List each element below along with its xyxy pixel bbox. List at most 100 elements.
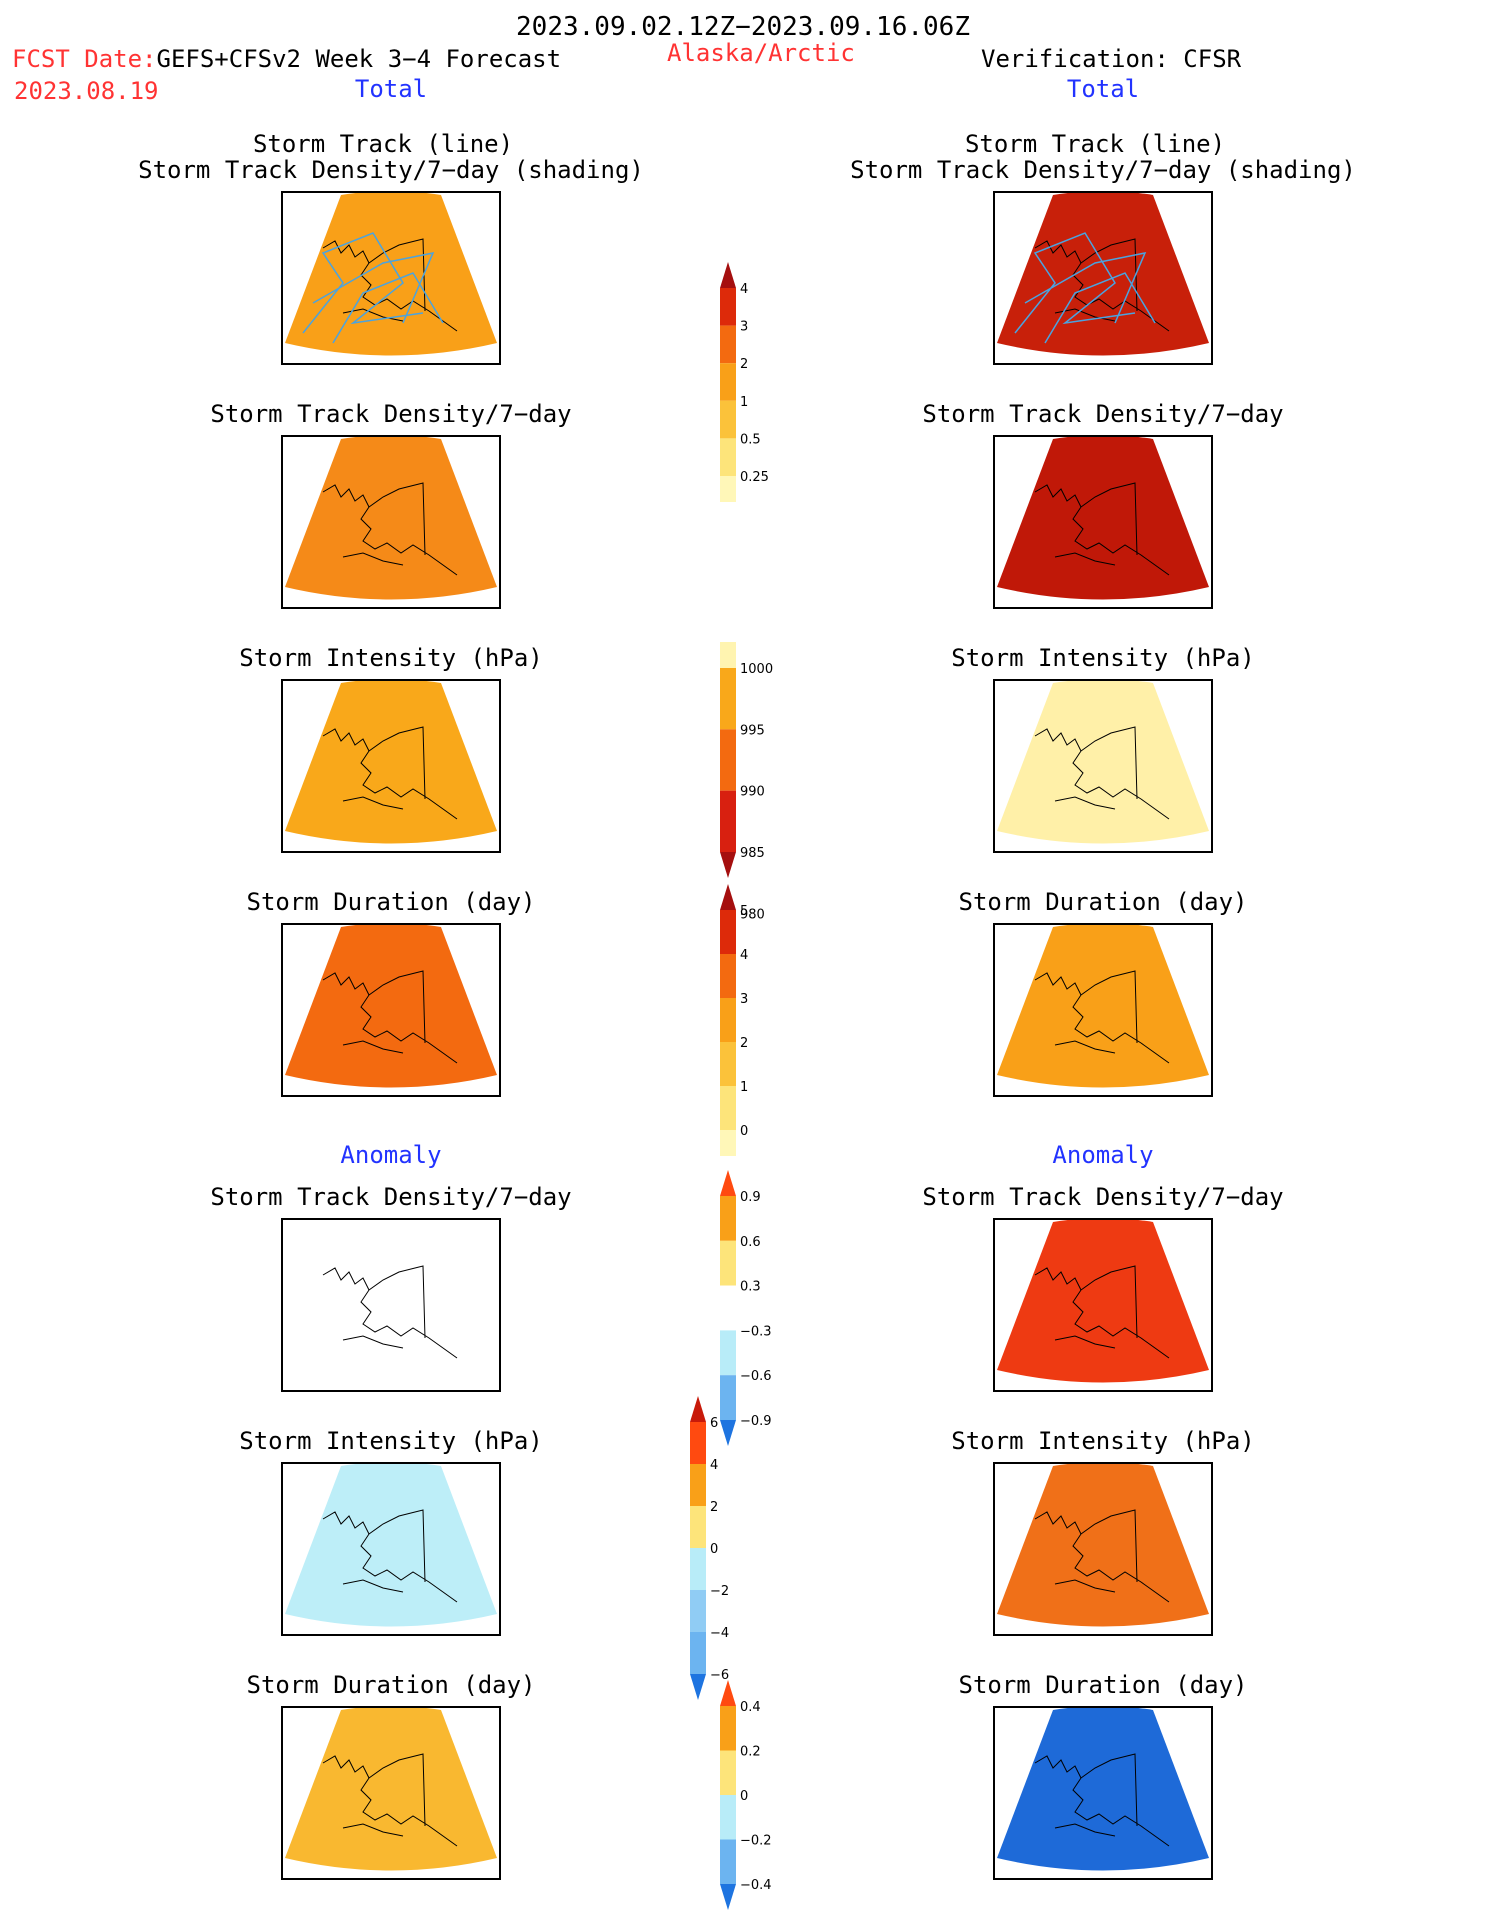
map-canvas bbox=[997, 1464, 1209, 1627]
map-canvas bbox=[997, 437, 1209, 600]
colorbar-swatch bbox=[720, 729, 736, 791]
colorbar-swatch bbox=[720, 262, 736, 288]
period-title: 2023.09.02.12Z−2023.09.16.06Z bbox=[516, 12, 970, 42]
left-anom-duration-title: Storm Duration (day) bbox=[246, 1671, 536, 1699]
map-domain-fill bbox=[997, 925, 1209, 1088]
colorbar-tick-label: −6 bbox=[710, 1668, 729, 1683]
colorbar-swatch bbox=[720, 1680, 736, 1706]
colorbar-tick-label: 0 bbox=[740, 1124, 748, 1139]
right-intensity-title: Storm Intensity (hPa) bbox=[951, 644, 1255, 672]
map-domain-fill bbox=[285, 1464, 497, 1627]
colorbar-tick-label: 0 bbox=[710, 1542, 718, 1557]
colorbar-tick-label: 1 bbox=[740, 395, 748, 410]
right-density-title: Storm Track Density/7−day bbox=[922, 400, 1284, 428]
colorbar-tick-label: 0 bbox=[740, 1789, 748, 1804]
colorbar-swatch bbox=[720, 998, 736, 1042]
coastline bbox=[1034, 1753, 1170, 1847]
colorbar-tick-label: 995 bbox=[740, 723, 765, 738]
colorbar-anom-intensity: 6 4 2 0 −2 −4 −6 bbox=[690, 1396, 766, 1704]
coastline bbox=[322, 1509, 458, 1603]
map-canvas bbox=[285, 1464, 497, 1627]
colorbar-swatch bbox=[720, 1130, 736, 1156]
colorbar-swatch bbox=[720, 1196, 736, 1241]
colorbar-swatch bbox=[690, 1632, 706, 1674]
right-anom-density-title: Storm Track Density/7−day bbox=[922, 1183, 1284, 1211]
coastline bbox=[322, 1753, 458, 1847]
storm-track-lines bbox=[1014, 232, 1156, 344]
map-forecast-track bbox=[281, 191, 501, 365]
map-verification-anom-density bbox=[993, 1218, 1213, 1392]
colorbar-swatch bbox=[690, 1674, 706, 1700]
colorbar-swatch bbox=[720, 790, 736, 852]
map-domain-fill bbox=[285, 1708, 497, 1871]
map-canvas bbox=[285, 437, 497, 600]
map-domain-fill bbox=[997, 1464, 1209, 1627]
colorbar-swatch bbox=[720, 476, 736, 502]
map-domain-fill bbox=[285, 437, 497, 600]
colorbar-tick-label: 980 bbox=[740, 907, 765, 922]
right-track-line-title: Storm Track (line) bbox=[964, 130, 1226, 158]
coastline bbox=[322, 1265, 458, 1359]
right-anom-duration-title: Storm Duration (day) bbox=[958, 1671, 1248, 1699]
colorbar-swatch bbox=[720, 288, 736, 326]
colorbar-swatch bbox=[720, 1330, 736, 1376]
colorbar-tick-label: −0.3 bbox=[740, 1324, 772, 1339]
colorbar-canvas: 4 3 2 1 0.5 0.25 bbox=[720, 262, 769, 502]
colorbar-swatch bbox=[720, 1420, 736, 1446]
map-domain-fill bbox=[285, 925, 497, 1088]
colorbar-swatch bbox=[720, 1375, 736, 1420]
right-total-label: Total bbox=[1066, 75, 1140, 103]
map-domain-fill bbox=[997, 681, 1209, 844]
map-forecast-anom-density bbox=[281, 1218, 501, 1392]
map-canvas bbox=[285, 1220, 497, 1383]
map-canvas bbox=[285, 1708, 497, 1871]
colorbar-tick-label: 4 bbox=[740, 948, 748, 963]
map-forecast-anom-duration bbox=[281, 1706, 501, 1880]
map-verification-density bbox=[993, 435, 1213, 609]
colorbar-canvas: 5 4 3 2 1 0 bbox=[720, 884, 748, 1156]
colorbar-swatch bbox=[720, 438, 736, 476]
map-canvas bbox=[997, 193, 1209, 356]
left-anom-density-title: Storm Track Density/7−day bbox=[210, 1183, 572, 1211]
colorbar-anom-density: 0.9 0.6 0.3 −0.3 −0.6 −0.9 bbox=[720, 1170, 796, 1450]
map-domain-fill bbox=[997, 193, 1209, 356]
colorbar-tick-label: 4 bbox=[740, 282, 748, 297]
colorbar-tick-label: −0.6 bbox=[740, 1369, 772, 1384]
map-canvas bbox=[997, 1220, 1209, 1383]
map-domain-fill bbox=[285, 193, 497, 356]
colorbar-tick-label: 1 bbox=[740, 1080, 748, 1095]
colorbar-swatch bbox=[690, 1422, 706, 1464]
right-anom-intensity-title: Storm Intensity (hPa) bbox=[951, 1427, 1255, 1455]
verification-label: Verification: CFSR bbox=[981, 45, 1242, 73]
colorbar-swatch bbox=[720, 325, 736, 364]
left-anom-intensity-title: Storm Intensity (hPa) bbox=[239, 1427, 543, 1455]
colorbar-swatch bbox=[720, 1042, 736, 1086]
colorbar-swatch bbox=[720, 1706, 736, 1751]
colorbar-swatch bbox=[720, 1795, 736, 1840]
left-total-label: Total bbox=[354, 75, 428, 103]
colorbar-swatch bbox=[720, 884, 736, 910]
left-duration-title: Storm Duration (day) bbox=[246, 888, 536, 916]
coastline bbox=[1034, 1265, 1170, 1359]
colorbar-canvas: 0.9 0.6 0.3 −0.3 −0.6 −0.9 bbox=[720, 1170, 772, 1446]
colorbar-swatch bbox=[720, 1086, 736, 1130]
fcst-label: FCST Date: bbox=[12, 45, 157, 73]
colorbar-swatch bbox=[720, 1240, 736, 1286]
map-canvas bbox=[285, 681, 497, 844]
map-domain-fill bbox=[285, 1220, 497, 1383]
colorbar-tick-label: 2 bbox=[710, 1500, 718, 1515]
left-track-shading-title: Storm Track Density/7−day (shading) bbox=[138, 156, 644, 184]
map-forecast-intensity bbox=[281, 679, 501, 853]
colorbar-tick-label: 0.4 bbox=[740, 1700, 761, 1715]
colorbar-tick-label: 0.25 bbox=[740, 470, 769, 485]
colorbar-swatch bbox=[720, 642, 736, 668]
colorbar-tick-label: 990 bbox=[740, 785, 765, 800]
colorbar-canvas: 0.4 0.2 0 −0.2 −0.4 bbox=[720, 1680, 772, 1910]
colorbar-tick-label: 2 bbox=[740, 357, 748, 372]
map-canvas bbox=[997, 681, 1209, 844]
colorbar-tick-label: −0.2 bbox=[740, 1834, 772, 1849]
colorbar-tick-label: −0.9 bbox=[740, 1414, 772, 1429]
colorbar-canvas: 1000 995 990 985 980 bbox=[720, 642, 773, 922]
map-verification-anom-duration bbox=[993, 1706, 1213, 1880]
colorbar-swatch bbox=[690, 1590, 706, 1632]
